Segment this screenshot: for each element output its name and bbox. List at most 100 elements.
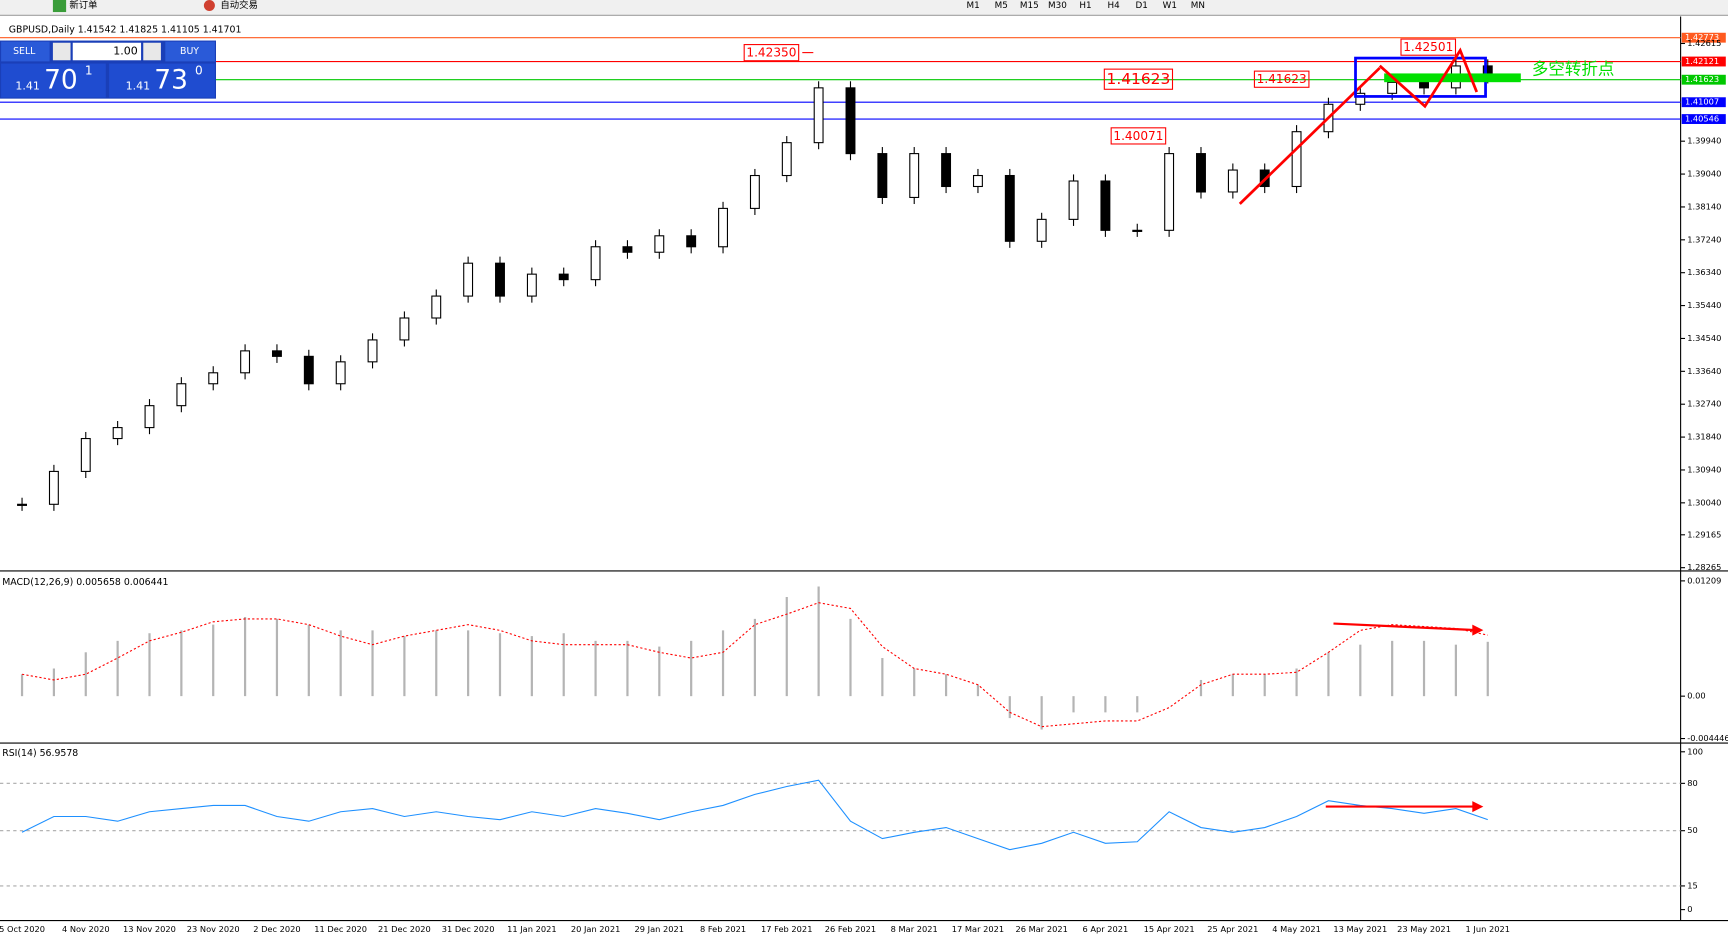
y-tick-label: 50 bbox=[1687, 825, 1698, 835]
y-tick-label: 1.31840 bbox=[1687, 432, 1721, 442]
chart-header: GBPUSD,Daily 1.41542 1.41825 1.41105 1.4… bbox=[9, 24, 242, 35]
price-pips: 73 bbox=[154, 66, 188, 96]
y-tick-label: 1.39040 bbox=[1687, 169, 1721, 179]
candle bbox=[526, 273, 537, 297]
y-tick-label: 1.32740 bbox=[1687, 399, 1721, 409]
y-tick-label: 1.37240 bbox=[1687, 234, 1721, 244]
candle bbox=[654, 235, 665, 253]
zigzag bbox=[1378, 47, 1479, 109]
rsi-header: RSI(14) 56.9578 bbox=[2, 747, 78, 758]
y-tick-label: 1.33640 bbox=[1687, 366, 1721, 376]
price-big: 1.41 bbox=[15, 80, 40, 93]
toolbar-item[interactable]: 新订单 bbox=[69, 0, 97, 11]
rsi-line bbox=[21, 779, 1488, 851]
sell-button[interactable] bbox=[1, 41, 50, 62]
timeframe-button[interactable]: M15 bbox=[1020, 1, 1039, 11]
lot-input[interactable] bbox=[72, 42, 142, 61]
y-tick-label: 0.00 bbox=[1687, 691, 1705, 701]
candle bbox=[718, 207, 728, 248]
candle bbox=[303, 355, 314, 385]
x-tick-label: 29 Jan 2021 bbox=[635, 924, 685, 934]
lot-spinner[interactable] bbox=[52, 42, 71, 61]
annotation-box bbox=[1103, 68, 1174, 90]
candle bbox=[48, 470, 59, 505]
candle bbox=[590, 246, 601, 281]
candle bbox=[240, 350, 251, 374]
level-label-bg bbox=[1681, 74, 1726, 85]
level-label-bg bbox=[1681, 114, 1726, 124]
candle bbox=[686, 235, 697, 248]
indicators: 0.01209 0.00 -0.004446 100 80 50 15 0 bbox=[0, 575, 1728, 914]
price-annotation: 1.42350 bbox=[746, 46, 796, 60]
pivot-bar bbox=[1384, 73, 1521, 83]
annotation-box bbox=[1253, 70, 1310, 88]
buy-label[interactable]: BUY bbox=[180, 46, 199, 57]
x-tick-label: 1 Jun 2021 bbox=[1466, 924, 1510, 934]
y-tick-label: 1.34540 bbox=[1687, 333, 1721, 343]
price-frac: 1 bbox=[85, 64, 93, 78]
sell-price-box[interactable] bbox=[1, 63, 106, 98]
x-tick-label: 4 Nov 2020 bbox=[62, 924, 110, 934]
buy-button[interactable] bbox=[165, 41, 215, 62]
timeframe-group: M1 M5 M15 M30 H1 H4 D1 W1 MN bbox=[966, 1, 1205, 11]
annotation-text: 多空转折点 bbox=[1532, 60, 1615, 79]
ohlc: 1.41542 bbox=[78, 24, 117, 35]
ohlc: 1.41825 bbox=[119, 24, 158, 35]
x-tick-label: 17 Mar 2021 bbox=[952, 924, 1004, 934]
timeframe-button[interactable]: MN bbox=[1191, 1, 1205, 11]
lot-value[interactable]: 1.00 bbox=[113, 45, 138, 58]
x-tick-label: 6 Apr 2021 bbox=[1082, 924, 1128, 934]
timeframe-button[interactable]: H4 bbox=[1107, 1, 1120, 11]
toolbar-item[interactable]: 自动交易 bbox=[220, 0, 257, 11]
candle bbox=[1068, 180, 1079, 220]
x-tick-label: 13 May 2021 bbox=[1333, 924, 1387, 934]
autotrade-icon[interactable] bbox=[203, 0, 215, 11]
x-tick-label: 23 Nov 2020 bbox=[187, 924, 240, 934]
macd-value: 0.006441 bbox=[124, 576, 169, 587]
timeframe-button[interactable]: M30 bbox=[1048, 1, 1067, 11]
x-tick-label: 13 Nov 2020 bbox=[123, 924, 176, 934]
timeframe-button[interactable]: H1 bbox=[1079, 1, 1091, 11]
x-tick-label: 11 Jan 2021 bbox=[507, 924, 557, 934]
candle bbox=[972, 174, 983, 188]
sell-label[interactable]: SELL bbox=[13, 46, 36, 57]
timeframe-button[interactable]: D1 bbox=[1136, 1, 1148, 11]
level-label: 1.42121 bbox=[1685, 56, 1719, 66]
level-label: 1.40546 bbox=[1685, 114, 1719, 124]
x-tick-label: 26 Feb 2021 bbox=[825, 924, 876, 934]
candle bbox=[1355, 92, 1366, 105]
macd-arrow bbox=[1333, 622, 1477, 632]
candle bbox=[367, 339, 378, 363]
y-tick-label: 1.39940 bbox=[1687, 136, 1721, 146]
x-tick-label: 20 Jan 2021 bbox=[571, 924, 621, 934]
candle bbox=[1419, 81, 1429, 89]
lot-spinner[interactable] bbox=[143, 42, 161, 61]
y-tick-label: 1.38140 bbox=[1687, 201, 1721, 211]
price-annotation: 1.41623 bbox=[1107, 70, 1171, 88]
timeframe-button[interactable]: M1 bbox=[966, 1, 979, 11]
ohlc: 1.41105 bbox=[161, 24, 200, 35]
arrow-head bbox=[1472, 624, 1484, 636]
rsi-value: 56.9578 bbox=[40, 747, 79, 758]
x-tick-label: 15 Apr 2021 bbox=[1144, 924, 1195, 934]
candle bbox=[1164, 153, 1175, 231]
candle bbox=[431, 295, 442, 319]
x-tick-label: 8 Feb 2021 bbox=[700, 924, 746, 934]
timeframe-button[interactable]: M5 bbox=[995, 1, 1008, 11]
candle bbox=[335, 361, 346, 385]
timeframe-button[interactable]: W1 bbox=[1163, 1, 1177, 11]
new-order-icon[interactable] bbox=[52, 0, 67, 13]
y-tick-label: 1.42615 bbox=[1687, 38, 1721, 48]
x-tick-label: 8 Mar 2021 bbox=[891, 924, 938, 934]
candle bbox=[1227, 169, 1238, 193]
y-tick-label: 80 bbox=[1687, 778, 1698, 788]
macd-title: MACD(12,26,9) bbox=[2, 576, 73, 587]
candle bbox=[463, 262, 474, 297]
candle bbox=[80, 437, 91, 472]
y-tick-label: 1.28265 bbox=[1687, 562, 1721, 572]
candle bbox=[112, 427, 123, 440]
macd-value: 0.005658 bbox=[76, 576, 121, 587]
buy-price-box[interactable] bbox=[109, 63, 215, 98]
